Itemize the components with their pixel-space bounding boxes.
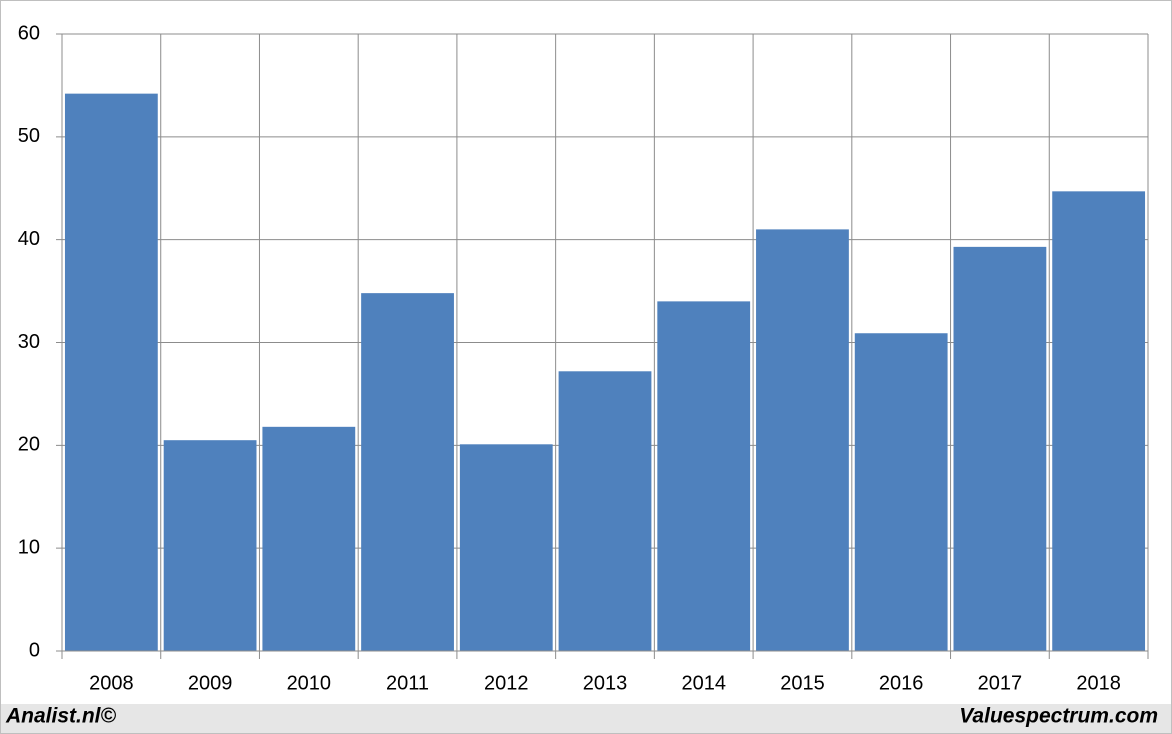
- y-tick-label: 20: [18, 434, 40, 456]
- footer-right: Valuespectrum.com: [959, 705, 1158, 728]
- x-tick-label: 2017: [978, 672, 1023, 694]
- x-tick-label: 2015: [780, 672, 825, 694]
- bar: [953, 246, 1047, 652]
- bar: [558, 371, 652, 651]
- x-tick-label: 2014: [681, 672, 726, 694]
- y-tick-label: 10: [18, 536, 40, 558]
- x-tick-label: 2011: [386, 672, 429, 694]
- bar: [1052, 191, 1146, 651]
- y-tick-label: 50: [18, 125, 40, 147]
- x-tick-label: 2009: [188, 672, 233, 694]
- bar: [262, 426, 356, 651]
- x-tick-label: 2018: [1076, 672, 1121, 694]
- x-tick-label: 2008: [89, 672, 134, 694]
- bar: [64, 93, 158, 652]
- bar: [756, 229, 849, 651]
- y-tick-label: 30: [18, 331, 40, 353]
- bar: [657, 301, 751, 651]
- x-tick-label: 2010: [287, 672, 332, 694]
- bar: [854, 333, 948, 651]
- bar: [163, 440, 257, 651]
- x-tick-label: 2013: [583, 672, 628, 694]
- bar: [459, 444, 553, 651]
- y-tick-label: 40: [18, 228, 40, 250]
- footer-band: [1, 704, 1171, 733]
- x-tick-label: 2016: [879, 672, 924, 694]
- footer-left: Analist.nl©: [5, 705, 117, 728]
- x-tick-label: 2012: [484, 672, 529, 694]
- bar: [361, 293, 454, 651]
- y-tick-label: 60: [18, 22, 40, 44]
- y-tick-label: 0: [29, 639, 40, 661]
